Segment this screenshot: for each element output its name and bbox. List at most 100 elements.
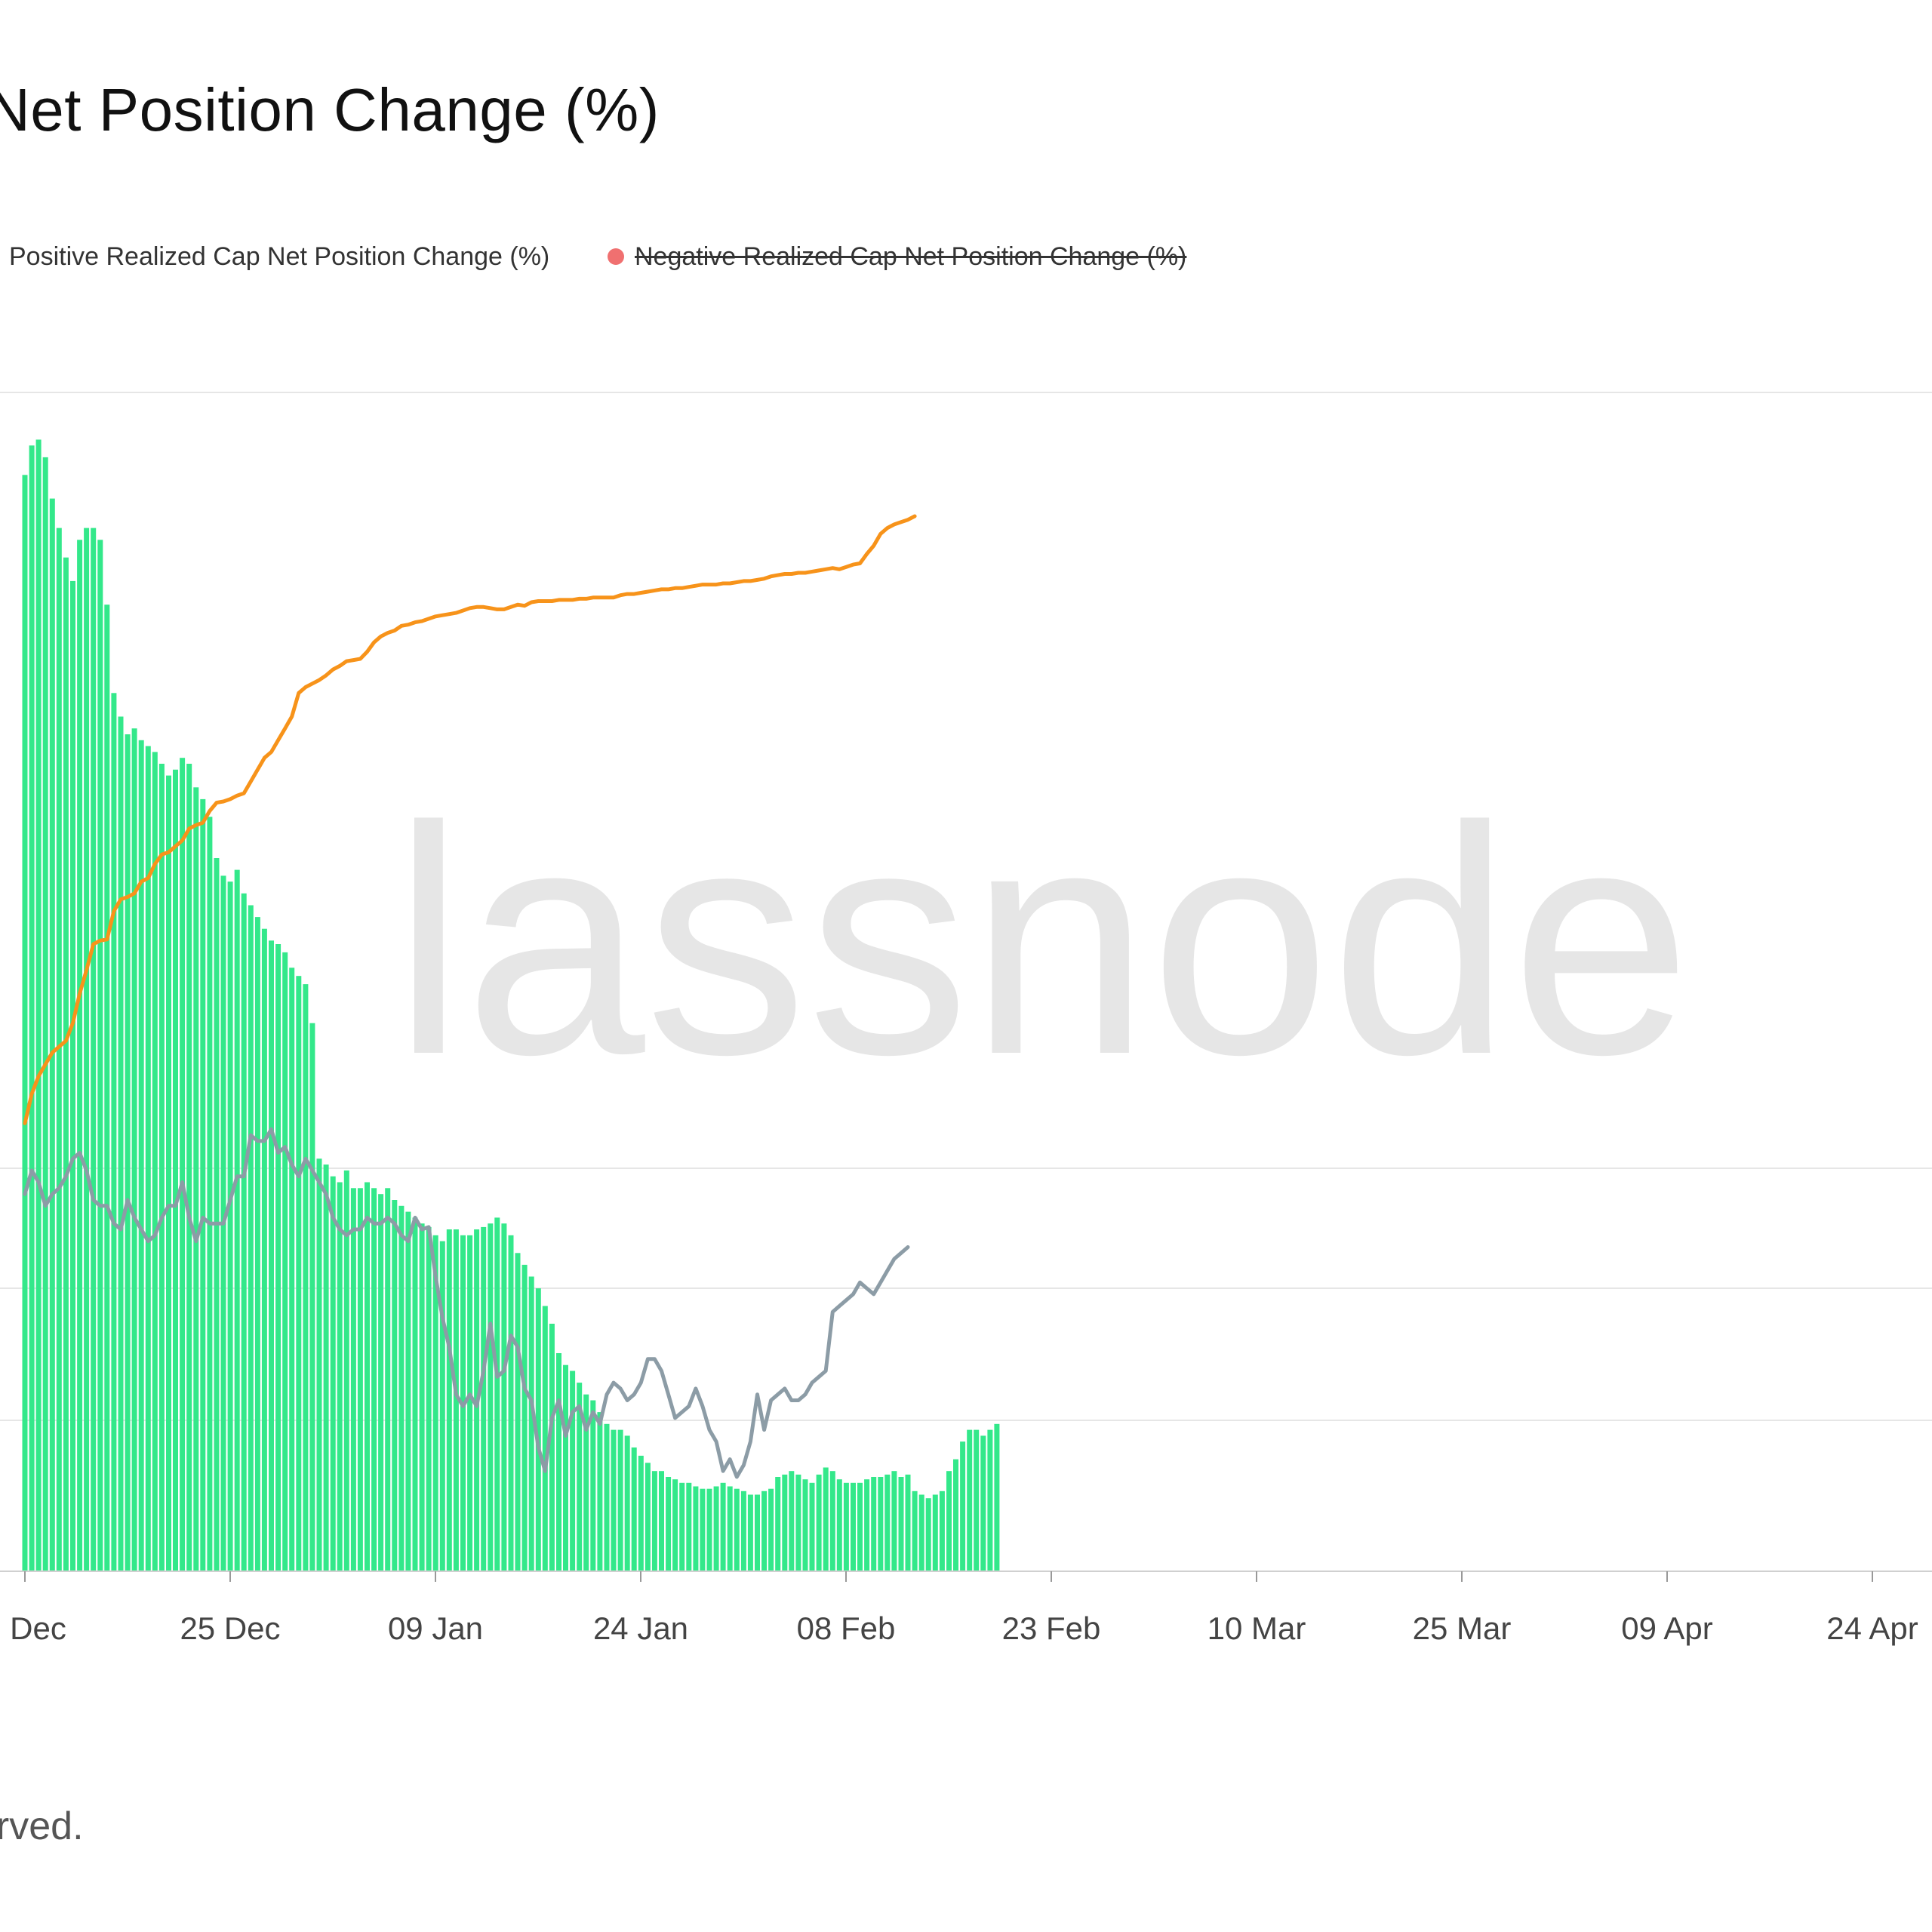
bar xyxy=(207,817,213,1571)
bar xyxy=(857,1482,863,1571)
bar xyxy=(980,1435,986,1571)
bar xyxy=(405,1211,411,1571)
bar xyxy=(631,1447,637,1571)
bar xyxy=(679,1482,685,1571)
bar xyxy=(939,1491,945,1571)
bar xyxy=(193,787,199,1571)
bar xyxy=(932,1494,938,1571)
bar xyxy=(200,798,206,1571)
bar xyxy=(371,1188,377,1571)
bar xyxy=(488,1223,494,1571)
bar xyxy=(802,1479,808,1571)
bar xyxy=(651,1471,657,1571)
bar xyxy=(946,1471,952,1571)
bar xyxy=(898,1477,904,1571)
line-series xyxy=(23,514,917,1479)
bar xyxy=(666,1477,672,1571)
bar xyxy=(768,1488,774,1571)
bar xyxy=(508,1235,514,1571)
bar xyxy=(173,769,178,1571)
bar xyxy=(453,1229,459,1571)
bar xyxy=(727,1486,733,1571)
bar xyxy=(357,1188,363,1571)
bar xyxy=(521,1264,528,1571)
bar xyxy=(501,1223,507,1571)
grid-lines xyxy=(0,392,1932,1421)
bar xyxy=(323,1164,329,1571)
bar xyxy=(97,540,103,1572)
bar xyxy=(836,1479,842,1571)
bar xyxy=(994,1423,1000,1572)
bar xyxy=(49,498,55,1571)
bar xyxy=(816,1474,822,1571)
bar xyxy=(70,580,75,1571)
bar xyxy=(22,475,28,1571)
bar xyxy=(158,764,165,1571)
bar xyxy=(583,1394,589,1571)
bar xyxy=(672,1479,678,1571)
bar xyxy=(214,858,220,1571)
bar xyxy=(987,1429,993,1571)
bar xyxy=(282,952,288,1571)
legend-label-negative: Negative Realized Cap Net Position Chang… xyxy=(635,242,1187,271)
x-tick-label: 0 Dec xyxy=(0,1611,66,1646)
bar xyxy=(829,1471,835,1571)
bar xyxy=(556,1353,561,1571)
x-tick-label: 25 Dec xyxy=(180,1611,280,1646)
x-tick-label: 09 Jan xyxy=(388,1611,483,1646)
footer-copyright: erved. xyxy=(0,1804,84,1848)
bar xyxy=(138,740,144,1571)
bar xyxy=(385,1188,391,1571)
bar xyxy=(227,881,233,1571)
bar xyxy=(35,439,42,1571)
bar xyxy=(104,605,110,1572)
bar xyxy=(918,1494,924,1571)
bar xyxy=(570,1371,576,1571)
bar xyxy=(706,1488,712,1571)
bar xyxy=(412,1217,418,1571)
bar xyxy=(254,917,260,1571)
legend-dot-negative-icon xyxy=(608,248,624,265)
bar xyxy=(967,1429,973,1571)
bar xyxy=(365,1182,370,1571)
bar xyxy=(378,1194,384,1571)
bar xyxy=(789,1471,795,1571)
bar xyxy=(166,775,171,1571)
bar xyxy=(186,764,192,1571)
bar xyxy=(131,728,137,1572)
bar xyxy=(481,1226,487,1571)
bar xyxy=(782,1474,788,1571)
bar xyxy=(809,1482,815,1571)
bar xyxy=(467,1235,473,1571)
bar xyxy=(590,1400,596,1571)
bar xyxy=(638,1455,644,1571)
bar xyxy=(713,1486,719,1571)
bar xyxy=(439,1241,445,1571)
bar xyxy=(755,1494,760,1571)
bar xyxy=(775,1477,781,1571)
bar xyxy=(248,905,254,1571)
bar xyxy=(864,1479,870,1571)
bar xyxy=(563,1364,568,1571)
bar xyxy=(111,693,117,1571)
bar xyxy=(912,1491,918,1571)
x-tick-label: 10 Mar xyxy=(1208,1611,1306,1646)
bar xyxy=(871,1477,877,1571)
bar xyxy=(289,968,295,1571)
bar xyxy=(974,1429,980,1571)
bar xyxy=(269,940,274,1571)
x-tick-label: 24 Jan xyxy=(593,1611,688,1646)
bar xyxy=(316,1158,322,1571)
watermark-text: lassnode xyxy=(392,760,1691,1122)
bar xyxy=(953,1459,958,1571)
x-axis: 0 Dec 25 Dec 09 Jan 24 Jan 08 Feb 23 Feb 10 Ma… xyxy=(0,1571,1932,1646)
bar xyxy=(392,1200,398,1571)
line-series-orange xyxy=(23,514,917,1125)
x-tick-label: 09 Apr xyxy=(1621,1611,1712,1646)
bar xyxy=(29,445,35,1571)
bar xyxy=(426,1226,432,1571)
bar xyxy=(398,1205,405,1571)
x-tick-label: 25 Mar xyxy=(1413,1611,1512,1646)
bar xyxy=(275,944,281,1571)
